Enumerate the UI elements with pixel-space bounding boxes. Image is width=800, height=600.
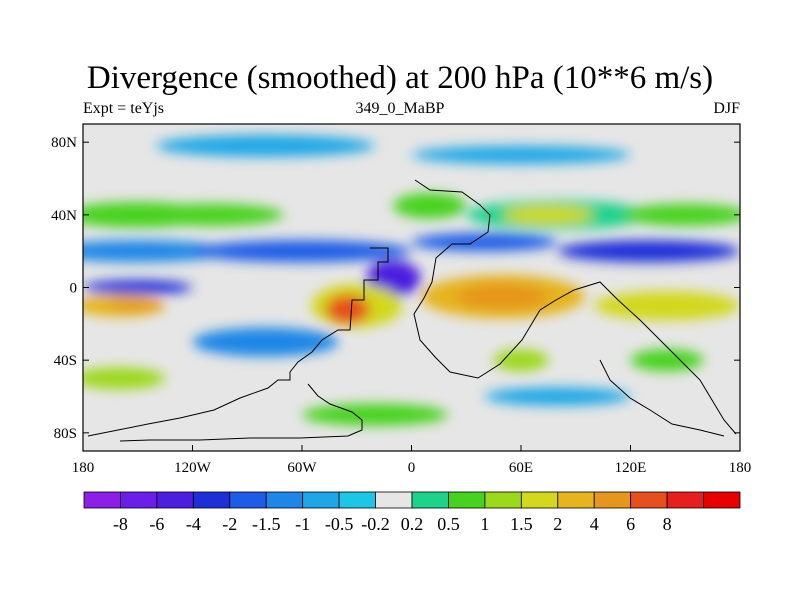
field-region-25 — [484, 387, 631, 406]
colorbar-swatch-0 — [83, 491, 121, 509]
colorbar-swatch-12 — [520, 491, 559, 509]
x-tick-label-1: 120W — [174, 460, 212, 476]
coastline-australia — [599, 359, 725, 437]
field-region-26 — [302, 403, 448, 426]
colorbar-swatch-7 — [338, 491, 376, 509]
colorbar-swatch-10 — [448, 491, 486, 509]
x-tick-label-6: 180 — [729, 460, 752, 476]
colorbar-label-12: 2 — [553, 514, 562, 534]
coastline-antarctic — [119, 383, 363, 442]
colorbar-swatch-14 — [593, 491, 632, 509]
colorbar-swatch-16 — [666, 491, 704, 509]
divergence-field — [83, 124, 740, 451]
colorbar-swatch-15 — [630, 491, 668, 509]
field-region-5 — [621, 203, 740, 226]
colorbar-swatch-5 — [265, 491, 304, 509]
colorbar-swatch-11 — [484, 491, 522, 509]
colorbar-label-8: 0.2 — [401, 514, 424, 534]
run-label: 349_0_MaBP — [355, 100, 445, 117]
field-region-22 — [493, 349, 549, 372]
colorbar-label-9: 0.5 — [437, 514, 460, 534]
colorbar-label-11: 1.5 — [510, 514, 533, 534]
x-tick-label-0: 180 — [72, 460, 95, 476]
season-label: DJF — [713, 100, 740, 117]
colorbar-label-4: -1.5 — [252, 514, 281, 534]
map-axes: 180 120W 60W 0 60E 120E 180 80N 40N 0 40S 80S — [51, 135, 751, 476]
y-tick-label-2: 0 — [70, 281, 78, 297]
colorbar-swatch-4 — [229, 491, 267, 509]
field-region-7 — [411, 145, 631, 164]
field-region-11 — [557, 240, 740, 263]
y-tick-label-0: 80N — [51, 135, 77, 151]
y-tick-label-4: 80S — [54, 426, 77, 442]
colorbar-swatch-2 — [156, 491, 194, 509]
colorbar-label-1: -6 — [149, 514, 164, 534]
field-region-21 — [192, 327, 339, 357]
field-region-9 — [192, 240, 412, 263]
colorbar-label-13: 4 — [590, 514, 599, 534]
coastline-africa-eurasia — [413, 179, 737, 435]
field-region-17 — [325, 294, 370, 324]
colorbar-swatch-3 — [192, 491, 231, 509]
y-tick-label-1: 40N — [51, 208, 77, 224]
colorbar-label-3: -2 — [222, 514, 237, 534]
experiment-label: Expt = teYjs — [83, 100, 165, 117]
x-tick-label-2: 60W — [287, 460, 317, 476]
field-region-24 — [83, 367, 166, 390]
colorbar-label-15: 8 — [663, 514, 672, 534]
map-title: Divergence (smoothed) at 200 hPa (10**6 … — [86, 60, 714, 96]
x-tick-label-3: 0 — [408, 460, 416, 476]
x-tick-label-5: 120E — [615, 460, 647, 476]
field-region-6 — [156, 134, 375, 157]
field-region-19 — [457, 283, 549, 310]
colorbar-swatch-9 — [411, 491, 449, 509]
field-region-8 — [83, 240, 229, 263]
colorbar: -8 -6 -4 -2 -1.5 -1 -0.5 -0.2 0.2 0.5 1 1.5 2 4 6 8 — [83, 491, 741, 534]
colorbar-swatch-8 — [375, 491, 413, 509]
field-region-10 — [411, 233, 558, 252]
colorbar-label-7: -0.2 — [361, 514, 390, 534]
coastline-outline — [87, 179, 737, 442]
colorbar-label-2: -4 — [186, 514, 201, 534]
field-region-4 — [502, 205, 594, 224]
field-region-23 — [630, 349, 704, 372]
colorbar-label-10: 1 — [480, 514, 489, 534]
field-region-15 — [110, 300, 166, 312]
colorbar-label-0: -8 — [113, 514, 128, 534]
field-region-1 — [137, 203, 284, 226]
x-tick-label-4: 60E — [509, 460, 533, 476]
colorbar-swatch-13 — [557, 491, 595, 509]
field-region-2 — [393, 193, 467, 219]
y-tick-label-3: 40S — [54, 353, 77, 369]
coastline-americas — [87, 247, 389, 437]
field-region-20 — [594, 291, 740, 321]
colorbar-label-5: -1 — [295, 514, 310, 534]
colorbar-label-14: 6 — [626, 514, 635, 534]
colorbar-swatch-6 — [302, 491, 340, 509]
colorbar-swatch-17 — [703, 491, 741, 509]
field-region-12 — [83, 280, 193, 295]
colorbar-swatch-1 — [120, 491, 158, 509]
colorbar-label-6: -0.5 — [325, 514, 354, 534]
